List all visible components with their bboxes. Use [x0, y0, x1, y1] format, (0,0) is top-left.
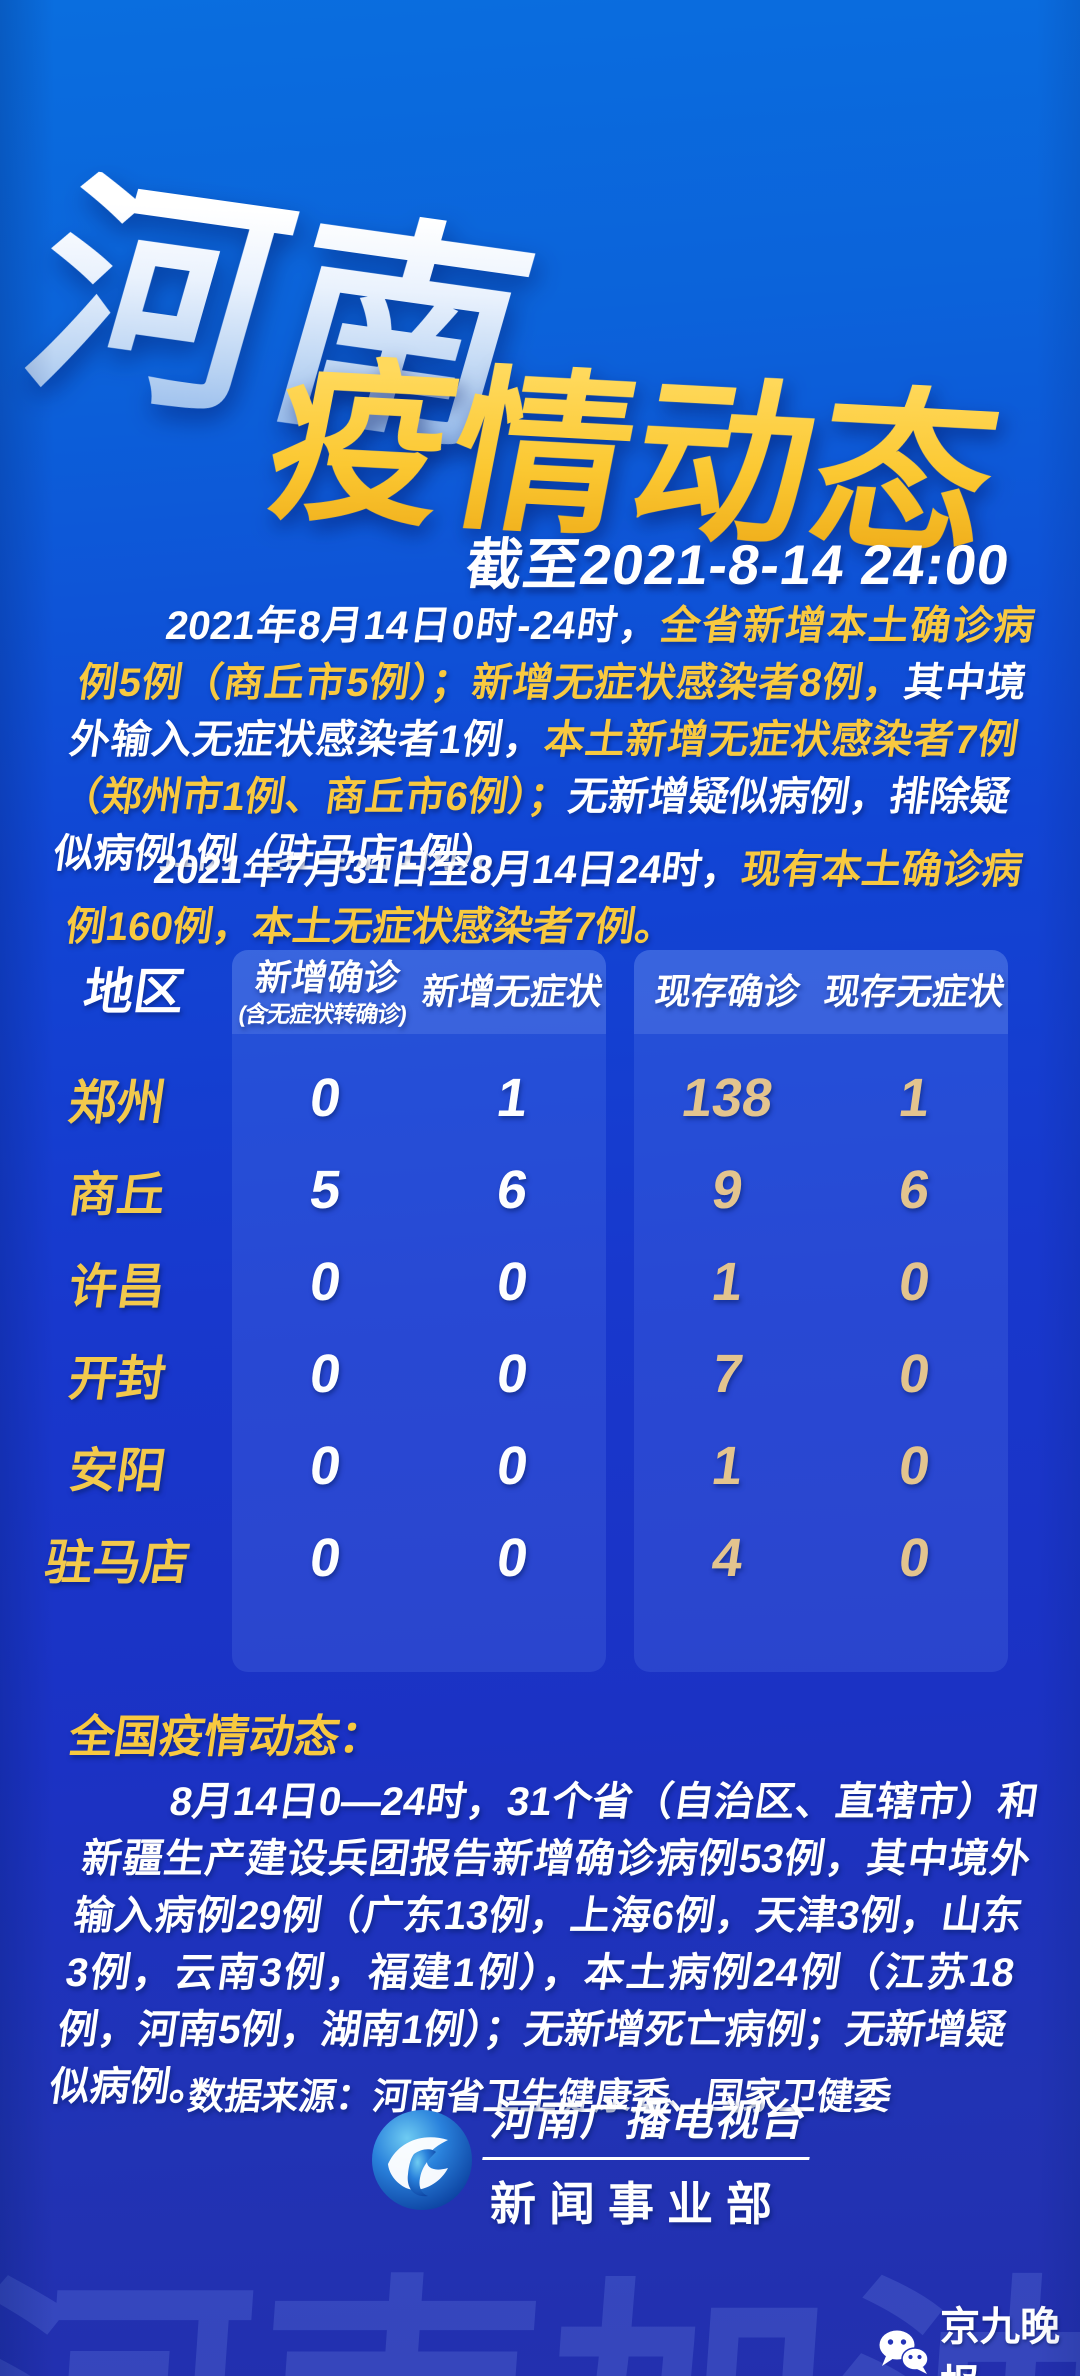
table-row: 安阳 0 0 1 0 — [0, 1420, 1008, 1512]
cell-new-confirmed: 0 — [306, 1528, 345, 1588]
table-row: 商丘 5 6 9 6 — [0, 1144, 1008, 1236]
cell-new-confirmed: 5 — [306, 1160, 345, 1220]
province-summary-paragraph-1: 2021年8月14日0时-24时，全省新增本土确诊病例5例（商丘市5例）；新增无… — [50, 598, 1038, 883]
cell-existing-asymptomatic: 0 — [895, 1344, 934, 1404]
as-of-date: 截至2021-8-14 24:00 — [461, 533, 1014, 596]
cell-new-confirmed: 0 — [306, 1068, 345, 1128]
column-header-new-asymptomatic: 新增无症状 — [419, 971, 606, 1013]
table-row: 开封 0 0 7 0 — [0, 1328, 1008, 1420]
cell-existing-confirmed: 1 — [708, 1436, 747, 1496]
table-row: 驻马店 0 0 4 0 — [0, 1512, 1008, 1604]
broadcaster-logo-block: 河南广播电视台 新闻事业部 — [370, 2086, 825, 2234]
cell-new-confirmed: 0 — [306, 1344, 345, 1404]
new-cases-panel — [232, 950, 606, 1672]
region-label: 安阳 — [65, 1445, 169, 1498]
text-segment-white: 2021年7月31日至8月14日24时， — [150, 848, 745, 892]
column-header-existing-confirmed: 现存确诊 — [652, 971, 803, 1013]
department-name: 新闻事业部 — [490, 2178, 785, 2230]
outlet-watermark: 京九晚报 — [878, 2294, 1080, 2376]
cell-new-asymptomatic: 0 — [493, 1252, 532, 1312]
cell-existing-confirmed: 7 — [708, 1344, 747, 1404]
cell-new-asymptomatic: 6 — [493, 1160, 532, 1220]
text-segment-white: 2021年8月14日0时-24时， — [163, 604, 664, 648]
wechat-icon — [879, 2330, 929, 2374]
province-summary-paragraph-2: 2021年7月31日至8月14日24时，现有本土确诊病例160例，本土无症状感染… — [62, 842, 1026, 956]
existing-cases-panel — [634, 950, 1008, 1672]
column-header-region: 地区 — [80, 963, 189, 1020]
cell-existing-confirmed: 4 — [708, 1528, 747, 1588]
cell-existing-asymptomatic: 0 — [895, 1528, 934, 1588]
cell-new-asymptomatic: 0 — [493, 1436, 532, 1496]
national-section-heading: 全国疫情动态： — [65, 1711, 389, 1762]
panel-header-band — [634, 950, 1008, 1034]
region-label: 驻马店 — [41, 1537, 193, 1590]
cell-existing-confirmed: 1 — [708, 1252, 747, 1312]
broadcaster-name: 河南广播电视台 — [482, 2086, 825, 2160]
cell-new-asymptomatic: 0 — [493, 1344, 532, 1404]
outlet-name: 京九晚报 — [940, 2305, 1060, 2376]
globe-logo-icon — [372, 2110, 472, 2210]
cell-existing-confirmed: 9 — [708, 1160, 747, 1220]
column-header-new-confirmed: 新增确诊 (含无症状转确诊) — [227, 956, 424, 1027]
table-row: 许昌 0 0 1 0 — [0, 1236, 1008, 1328]
cell-existing-asymptomatic: 0 — [895, 1252, 934, 1312]
column-header-sublabel: (含无症状转确诊) — [237, 1000, 409, 1027]
cell-existing-asymptomatic: 0 — [895, 1436, 934, 1496]
broadcaster-text-block: 河南广播电视台 新闻事业部 — [482, 2086, 825, 2234]
table-header-row: 地区 新增确诊 (含无症状转确诊) 新增无症状 现存确诊 现存无症状 — [0, 948, 1008, 1036]
region-label: 许昌 — [65, 1261, 169, 1314]
region-label: 郑州 — [65, 1077, 169, 1130]
cell-existing-asymptomatic: 1 — [895, 1068, 934, 1128]
column-header-label: 新增确诊 — [252, 956, 403, 998]
cell-new-asymptomatic: 1 — [493, 1068, 532, 1128]
region-label: 商丘 — [65, 1169, 169, 1222]
table-row: 郑州 0 1 138 1 — [0, 1052, 1008, 1144]
national-summary-paragraph: 8月14日0—24时，31个省（自治区、直辖市）和新疆生产建设兵团报告新增确诊病… — [46, 1780, 1042, 2109]
region-label: 开封 — [65, 1353, 169, 1406]
column-header-existing-asymptomatic: 现存无症状 — [821, 971, 1008, 1013]
cell-new-confirmed: 0 — [306, 1436, 345, 1496]
table-body: 郑州 0 1 138 1 商丘 5 6 9 6 许昌 0 0 1 0 开封 0 0 7 0 安阳 0 0 1 0 驻马店 0 0 4 0 — [0, 1052, 1008, 1604]
panel-header-band — [232, 950, 606, 1034]
cell-existing-asymptomatic: 6 — [895, 1160, 934, 1220]
cell-new-confirmed: 0 — [306, 1252, 345, 1312]
cell-new-asymptomatic: 0 — [493, 1528, 532, 1588]
cell-existing-confirmed: 138 — [678, 1068, 777, 1128]
